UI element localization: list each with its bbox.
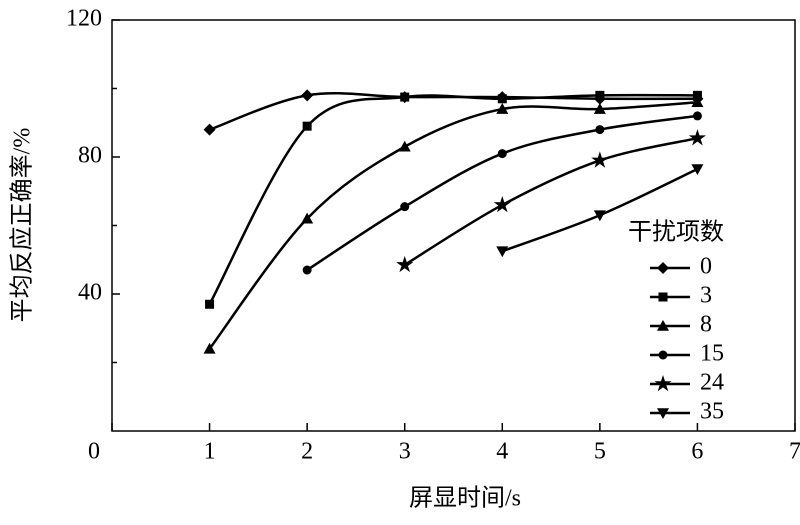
legend-title: 干扰项数: [628, 219, 724, 246]
data-point: [595, 125, 605, 135]
x-tick-label: 0: [88, 439, 100, 465]
data-point: [692, 90, 702, 100]
data-point: [398, 140, 411, 152]
data-point: [493, 195, 511, 213]
data-point: [691, 96, 704, 107]
x-tick-label: 5: [594, 439, 606, 465]
data-point: [593, 103, 606, 114]
legend-marker: [657, 408, 669, 419]
data-point: [396, 255, 414, 273]
legend-label: 0: [700, 254, 712, 280]
data-point: [497, 94, 507, 104]
data-point: [302, 265, 312, 275]
data-point: [301, 89, 314, 102]
data-point: [496, 103, 509, 114]
series-line: [404, 136, 698, 266]
x-tick-label: 6: [691, 439, 703, 465]
data-point: [400, 92, 410, 102]
legend-marker: [658, 292, 668, 302]
x-axis-label: 屏显时间/s: [409, 485, 521, 512]
legend-marker: [654, 375, 672, 392]
y-tick-label: 80: [78, 143, 102, 169]
legend-label: 15: [700, 341, 724, 367]
legend-label: 24: [700, 370, 724, 396]
x-tick-label: 3: [399, 439, 411, 465]
data-point: [302, 121, 312, 131]
x-tick-label: 1: [204, 439, 216, 465]
data-point: [205, 299, 215, 309]
data-point: [203, 123, 216, 136]
legend-label: 3: [700, 283, 712, 309]
legend-marker: [657, 262, 669, 274]
legend-label: 35: [700, 399, 724, 425]
y-axis-label: 平均反应正确率/%: [9, 128, 36, 323]
y-tick-label: 120: [66, 6, 102, 32]
data-point: [692, 111, 702, 121]
data-point: [496, 246, 509, 258]
series-line: [208, 100, 698, 350]
data-point: [691, 164, 704, 175]
x-tick-label: 7: [789, 439, 800, 465]
data-point: [688, 129, 706, 146]
x-tick-label: 2: [301, 439, 313, 465]
legend-marker: [658, 350, 668, 360]
legend-label: 8: [700, 312, 712, 338]
data-point: [301, 212, 314, 224]
data-point: [593, 210, 606, 222]
x-tick-label: 4: [496, 439, 508, 465]
data-point: [400, 202, 410, 212]
legend-marker: [657, 320, 669, 331]
data-point: [497, 149, 507, 159]
data-point: [203, 342, 216, 354]
y-tick-label: 40: [78, 280, 102, 306]
data-point: [595, 90, 605, 100]
data-point: [591, 151, 609, 168]
